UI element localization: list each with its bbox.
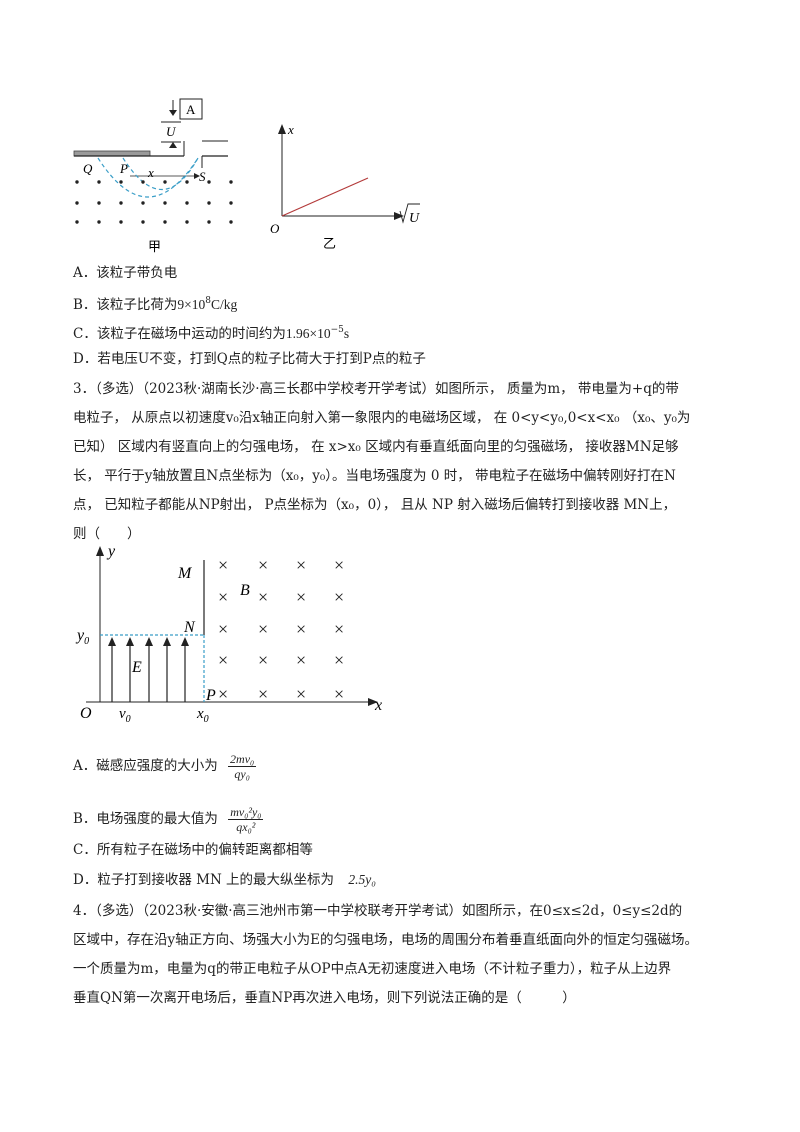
box-a bbox=[179, 98, 203, 120]
q3-y-axis-arrow-icon bbox=[96, 546, 104, 556]
arrow-down-icon bbox=[169, 110, 177, 116]
x-arrow-icon bbox=[194, 173, 200, 179]
q3-option-d-text: D．粒子打到接收器 MN 上的最大纵坐标为 bbox=[73, 872, 335, 888]
q3-option-b-fraction: mv₀²y₀ qx₀² bbox=[228, 805, 264, 834]
axis-x-label: x bbox=[287, 122, 294, 137]
q3-option-b: B．电场强度的最大值为 mv₀²y₀ qx₀² bbox=[73, 805, 264, 834]
h-axis-arrow-icon bbox=[394, 212, 404, 220]
svg-text:×: × bbox=[296, 650, 306, 670]
plate-left bbox=[73, 150, 151, 157]
svg-text:×: × bbox=[218, 684, 228, 704]
y-axis-arrow-icon bbox=[278, 124, 286, 134]
q3-n-label: N bbox=[183, 619, 196, 636]
svg-text:×: × bbox=[296, 555, 306, 575]
q2-option-b-exp: 8 bbox=[205, 296, 212, 306]
q2-option-c-value: 1.96×10 bbox=[285, 326, 331, 341]
label-s: S bbox=[199, 169, 206, 184]
q4-stem-line-2: 区域中，存在沿y轴正方向、场强大小为E的匀强电场，电场的周围分布着垂直纸面向外的… bbox=[73, 932, 698, 948]
q2-option-c-unit: s bbox=[343, 326, 350, 341]
arrow-up-icon bbox=[169, 142, 177, 148]
svg-text:×: × bbox=[334, 650, 344, 670]
q3-option-d: D．粒子打到接收器 MN 上的最大纵坐标为 2.5y₀ bbox=[73, 870, 376, 890]
svg-text:×: × bbox=[258, 684, 268, 704]
electric-field-arrows bbox=[111, 642, 186, 702]
q3-option-a-text: A．磁感应强度的大小为 bbox=[73, 758, 218, 774]
svg-text:×: × bbox=[334, 684, 344, 704]
svg-text:×: × bbox=[296, 587, 306, 607]
q3-option-a-fraction: 2mv₀ qy₀ bbox=[228, 752, 257, 781]
caption-jia: 甲 bbox=[148, 239, 161, 254]
svg-text:×: × bbox=[218, 555, 228, 575]
figure-yi: x U O 乙 bbox=[270, 122, 420, 251]
caption-yi: 乙 bbox=[323, 236, 336, 251]
q3-stem-line-1: 3．（多选）（2023秋·湖南长沙·高三长郡中学校考开学考试）如图所示， 质量为… bbox=[73, 381, 679, 397]
q4-stem-line-1: 4．（多选）（2023秋·安徽·高三池州市第一中学校联考开学考试）如图所示，在0… bbox=[73, 903, 683, 919]
q3-b-label: B bbox=[240, 582, 250, 599]
svg-text:×: × bbox=[296, 619, 306, 639]
axis-u-label: U bbox=[409, 211, 420, 226]
label-u: U bbox=[166, 124, 177, 139]
q3-x0-label: x0 bbox=[196, 706, 209, 725]
q2-option-c-text: C．该粒子在磁场中运动的时间约为 bbox=[73, 326, 286, 342]
q3-v0-label: v0 bbox=[119, 706, 131, 725]
label-p: P bbox=[119, 161, 128, 176]
q3-x-label: x bbox=[374, 697, 382, 714]
magnetic-field-crosses: × × × × × × × × × × × × × × × × × × × × bbox=[218, 555, 344, 704]
q3-y-label: y bbox=[106, 543, 116, 560]
q4-stem-line-4: 垂直QN第一次离开电场后，垂直NP再次进入电场，则下列说法正确的是（ ） bbox=[73, 990, 576, 1006]
svg-text:×: × bbox=[258, 587, 268, 607]
magnetic-field-dots bbox=[75, 180, 233, 224]
q3-y0-label: y0 bbox=[75, 627, 89, 647]
q3-stem-line-2: 电粒子， 从原点以初速度v₀沿x轴正向射入第一象限内的电磁场区域， 在 0<y<… bbox=[73, 410, 691, 426]
q2-option-c-exp: −5 bbox=[330, 325, 344, 335]
svg-text:×: × bbox=[296, 684, 306, 704]
q3-stem-line-3: 已知） 区域内有竖直向上的匀强电场， 在 x>x₀ 区域内有垂直纸面向里的匀强磁… bbox=[73, 439, 679, 455]
q3-option-d-value: 2.5y₀ bbox=[348, 872, 376, 887]
q3-option-c: C．所有粒子在磁场中的偏转距离都相等 bbox=[73, 842, 313, 858]
arc-p bbox=[122, 157, 199, 191]
svg-text:×: × bbox=[258, 555, 268, 575]
sqrt-sign-icon bbox=[399, 203, 420, 224]
q3-m-label: M bbox=[177, 565, 193, 582]
q3-x-axis-arrow-icon bbox=[368, 698, 378, 706]
origin-label: O bbox=[270, 221, 280, 236]
figure-jia: A U Q P S x 甲 bbox=[73, 98, 233, 254]
q2-option-c: C．该粒子在磁场中运动的时间约为1.96×10−5s bbox=[73, 320, 349, 344]
q3-option-b-text: B．电场强度的最大值为 bbox=[73, 811, 218, 827]
linear-graph-line bbox=[281, 177, 369, 217]
figure-q3: y x M N B E × × × × × × × × × × × × × × × × × × × × y0 … bbox=[75, 543, 382, 725]
svg-text:×: × bbox=[218, 619, 228, 639]
q3-stem-line-6: 则（ ） bbox=[73, 526, 141, 542]
q3-stem-line-4: 长， 平行于y轴放置且N点坐标为（x₀，y₀）。当电场强度为 0 时， 带电粒子… bbox=[73, 468, 676, 484]
q2-option-b: B．该粒子比荷为9×108C/kg bbox=[73, 291, 237, 315]
svg-text:×: × bbox=[334, 587, 344, 607]
q3-option-a: A．磁感应强度的大小为 2mv₀ qy₀ bbox=[73, 752, 257, 781]
q3-stem-line-5: 点， 已知粒子都能从NP射出， P点坐标为（x₀，0）， 且从 NP 射入磁场后… bbox=[73, 497, 677, 513]
label-a: A bbox=[186, 102, 196, 117]
q2-option-a: A．该粒子带负电 bbox=[73, 265, 178, 281]
q2-option-b-unit: C/kg bbox=[211, 297, 238, 312]
svg-text:×: × bbox=[334, 619, 344, 639]
q3-origin-label: O bbox=[80, 705, 92, 722]
arc-q bbox=[97, 157, 199, 198]
svg-text:×: × bbox=[334, 555, 344, 575]
q2-option-d: D．若电压U不变，打到Q点的粒子比荷大于打到P点的粒子 bbox=[73, 351, 426, 367]
q3-e-label: E bbox=[131, 659, 142, 676]
q2-option-b-value: 9×10 bbox=[177, 297, 206, 312]
svg-text:×: × bbox=[258, 650, 268, 670]
label-q: Q bbox=[83, 161, 93, 176]
q3-p-label: P bbox=[205, 687, 216, 704]
q4-stem-line-3: 一个质量为m，电量为q的带正电粒子从OP中点A无初速度进入电场（不计粒子重力），… bbox=[73, 961, 672, 977]
svg-text:×: × bbox=[258, 619, 268, 639]
q2-option-b-text: B．该粒子比荷为 bbox=[73, 297, 178, 313]
label-x: x bbox=[147, 165, 154, 180]
svg-text:×: × bbox=[218, 587, 228, 607]
svg-text:×: × bbox=[218, 650, 228, 670]
